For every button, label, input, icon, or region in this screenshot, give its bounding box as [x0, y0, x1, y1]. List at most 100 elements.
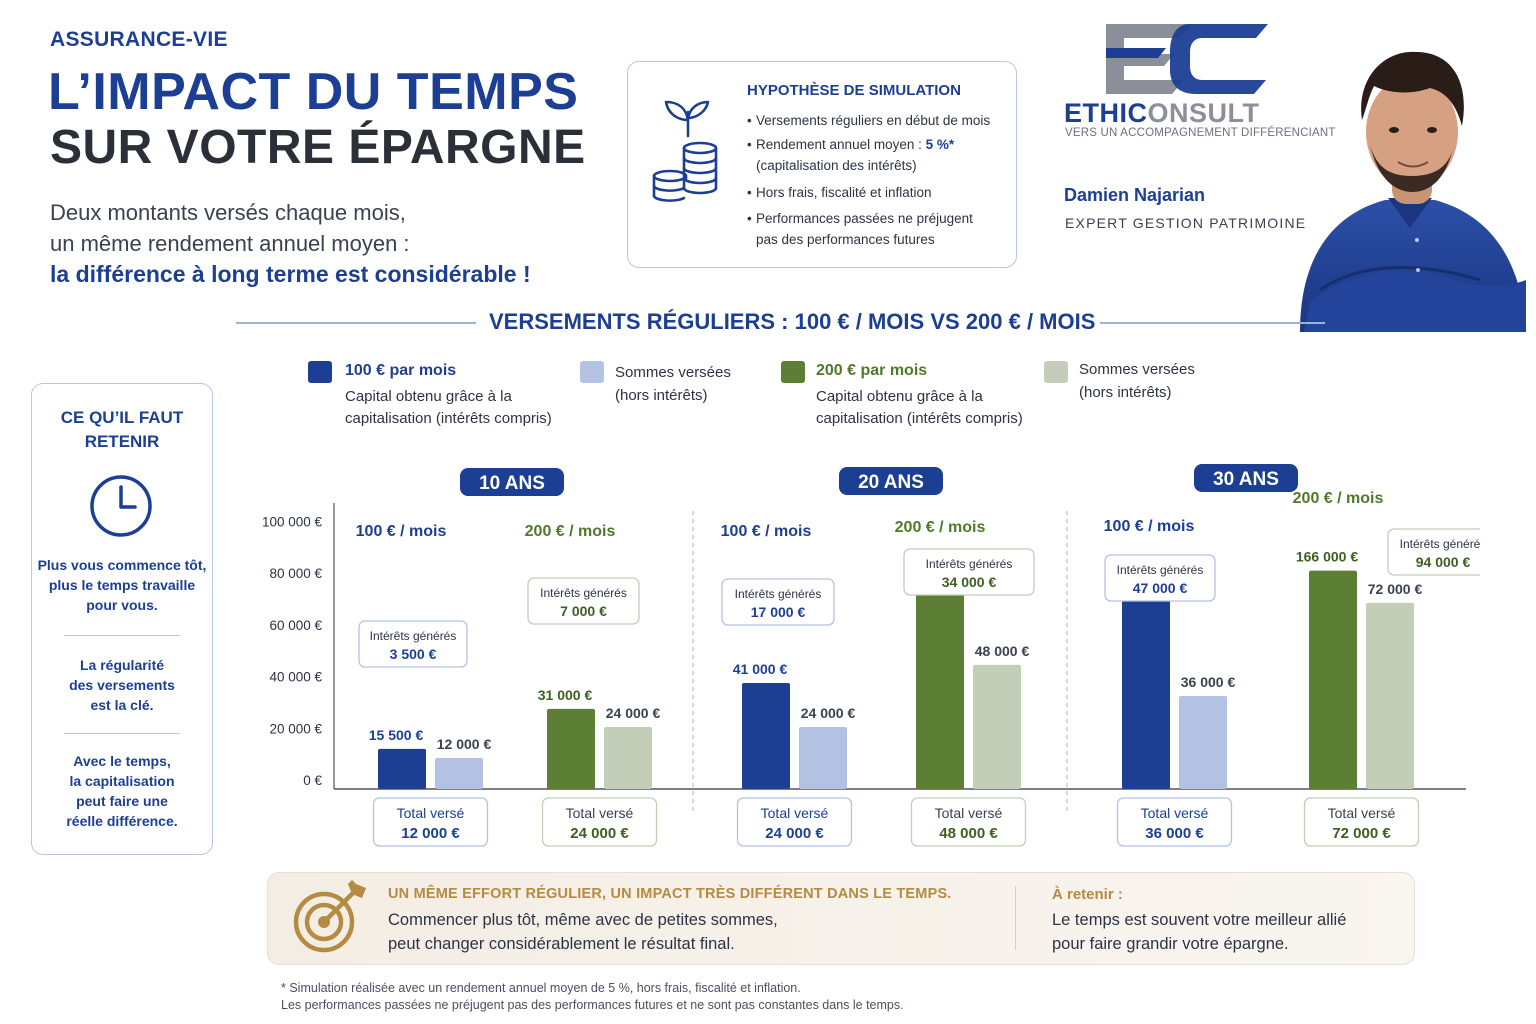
total-paid-value: 48 000 €	[939, 825, 998, 842]
section-rule-right	[1100, 322, 1325, 324]
key-takeaways-title-line: RETENIR	[84, 432, 160, 451]
section-title: VERSEMENTS RÉGULIERS : 100 € / MOIS VS 2…	[489, 309, 1096, 334]
total-paid-title: Total versé	[761, 805, 829, 821]
divider	[64, 733, 180, 734]
legend-title-200: 200 € par mois	[816, 362, 928, 379]
bar-capital	[916, 577, 964, 789]
y-tick-label: 100 000 €	[262, 515, 323, 530]
y-tick-label: 20 000 €	[269, 721, 322, 736]
page-title-line1: L’IMPACT DU TEMPS	[48, 63, 579, 121]
advisor-name: Damien Najarian	[1064, 185, 1206, 205]
intro-line2: un même rendement annuel moyen :	[50, 231, 410, 256]
bar-paid	[604, 726, 652, 789]
brand-name: ETHICONSULT	[1064, 98, 1260, 129]
plant-coins-icon	[652, 100, 718, 202]
total-paid-title: Total versé	[566, 805, 634, 821]
total-paid-box	[910, 797, 1027, 847]
bullet: •	[747, 137, 752, 152]
key-takeaways-title: CE QU’IL FAUT RETENIR	[31, 406, 213, 454]
interest-callout-value: 17 000 €	[751, 604, 806, 620]
bar-paid-label: 24 000 €	[606, 705, 661, 721]
bar-paid	[1366, 602, 1414, 789]
series-header: 100 € / mois	[1104, 518, 1195, 535]
y-tick-label: 40 000 €	[269, 670, 322, 685]
legend-text: capitalisation (intérêts compris)	[816, 410, 1023, 427]
interest-callout	[358, 620, 468, 668]
bar-capital	[1122, 574, 1170, 789]
total-paid-box	[1116, 797, 1233, 847]
total-paid-value: 36 000 €	[1145, 825, 1204, 842]
interest-callout-value: 94 000 €	[1416, 554, 1471, 570]
bar-capital-label: 41 000 €	[733, 661, 788, 677]
period-badge-label: 20 ANS	[858, 472, 924, 493]
key-takeaways-panel	[31, 383, 213, 855]
legend-title-100: 100 € par mois	[345, 362, 457, 379]
total-paid-title: Total versé	[1141, 805, 1209, 821]
y-tick-label: 0 €	[303, 773, 322, 788]
total-paid-value: 24 000 €	[765, 825, 824, 842]
period-badge-label: 30 ANS	[1213, 469, 1279, 490]
advisor-portrait	[1300, 51, 1526, 332]
savings-bar-chart: 0 € 20 000 € 40 000 € 60 000 € 80 000 € 100 0…	[262, 464, 1480, 847]
takeaway-line: pour vous.	[86, 597, 158, 613]
target-arrow-icon	[293, 880, 366, 953]
bar-capital	[1309, 570, 1357, 789]
interest-callout-title: Intérêts générés	[926, 557, 1013, 571]
takeaway-line: plus le temps travaille	[48, 577, 196, 593]
bar-capital	[547, 708, 595, 789]
bar-paid-label: 48 000 €	[975, 643, 1030, 659]
total-paid-value: 12 000 €	[401, 825, 460, 842]
takeaway-line: La régularité	[79, 657, 165, 673]
takeaway-line: est la clé.	[90, 697, 154, 713]
page-title-line2: SUR VOTRE ÉPARGNE	[50, 121, 586, 174]
bar-paid-label: 12 000 €	[437, 736, 492, 752]
legend-swatch-100-capital	[308, 361, 332, 383]
hypothesis-item: pas des performances futures	[756, 232, 935, 247]
series-header: 100 € / mois	[356, 523, 447, 540]
hypothesis-item-text: Rendement annuel moyen :	[756, 137, 926, 152]
legend-swatch-100-paid	[580, 361, 604, 383]
bullet: •	[747, 185, 752, 200]
summary-text: Commencer plus tôt, même avec de petites…	[388, 911, 778, 929]
period-badge	[460, 468, 564, 496]
interest-callout-value: 34 000 €	[942, 574, 997, 590]
bar-capital-label: 166 000 €	[1296, 549, 1358, 565]
interest-callout-value: 47 000 €	[1133, 580, 1188, 596]
advisor-role: EXPERT GESTION PATRIMOINE	[1065, 215, 1307, 231]
legend-text: (hors intérêts)	[615, 387, 708, 404]
legend-text: Capital obtenu grâce à la	[345, 388, 512, 405]
bar-capital	[742, 683, 790, 789]
hypothesis-item: • Hors frais, fiscalité et inflation	[747, 182, 932, 203]
interest-callout-value: 3 500 €	[390, 646, 437, 662]
ec-monogram-icon	[1106, 24, 1268, 94]
total-paid-box	[736, 797, 853, 847]
summary-title: UN MÊME EFFORT RÉGULIER, UN IMPACT TRÈS …	[388, 886, 952, 902]
divider	[1015, 886, 1016, 950]
hypothesis-item: • Versements réguliers en début de mois	[747, 110, 990, 131]
bar-paid-label: 24 000 €	[801, 705, 856, 721]
section-rule-left	[236, 322, 476, 324]
period-badge	[839, 467, 943, 495]
interest-callout-title: Intérêts générés	[370, 629, 457, 643]
total-paid-title: Total versé	[397, 805, 465, 821]
takeaway-line: la capitalisation	[69, 773, 175, 789]
divider	[64, 635, 180, 636]
legend-swatch-200-capital	[781, 361, 805, 383]
takeaway-block-2: La régularité des versements est la clé.	[31, 655, 213, 715]
clock-icon	[90, 475, 152, 537]
legend-text: Capital obtenu grâce à la	[816, 388, 983, 405]
legend-text: capitalisation (intérêts compris)	[345, 410, 552, 427]
bar-capital-label: 15 500 €	[369, 727, 424, 743]
y-tick-label: 80 000 €	[269, 566, 322, 581]
interest-callout	[527, 577, 640, 625]
brand-name-part2: ONSULT	[1147, 98, 1260, 128]
hypothesis-item: (capitalisation des intérêts)	[756, 158, 917, 173]
hypothesis-item-text: Hors frais, fiscalité et inflation	[756, 185, 932, 200]
interest-callout	[721, 578, 835, 626]
bar-paid	[435, 757, 483, 789]
bar-paid-label: 72 000 €	[1368, 581, 1423, 597]
interest-callout-title: Intérêts générés	[540, 586, 627, 600]
total-paid-value: 72 000 €	[1332, 825, 1391, 842]
key-takeaways-title-line: CE QU’IL FAUT	[60, 408, 184, 427]
bar-capital-label: 31 000 €	[538, 687, 593, 703]
